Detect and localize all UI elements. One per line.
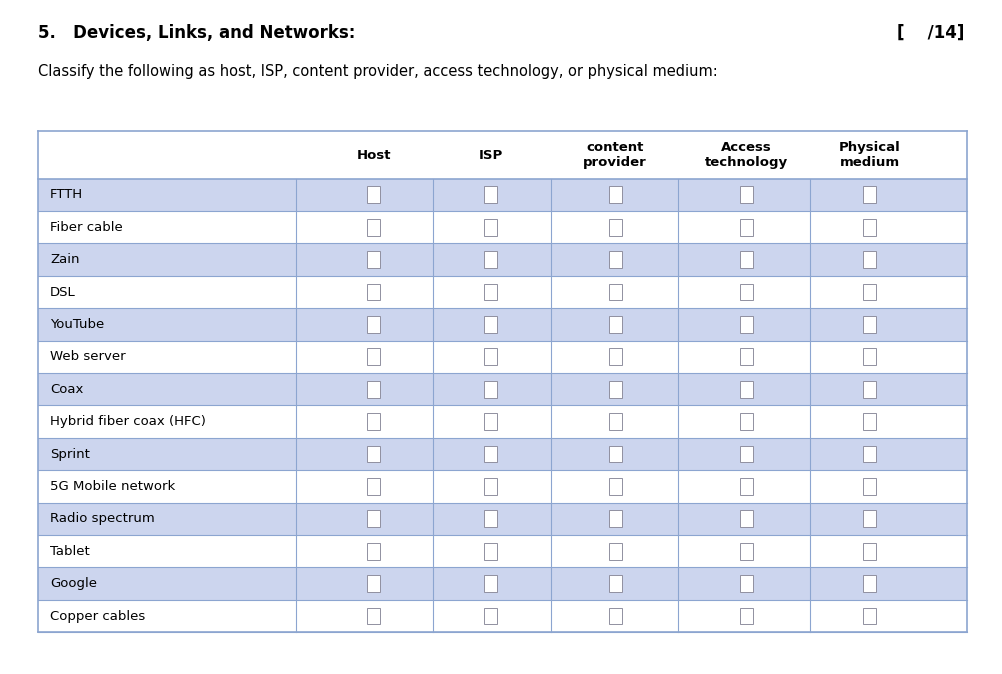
Bar [38, 503, 967, 535]
Bar [608, 478, 621, 495]
Bar [608, 187, 621, 204]
Text: [    /14]: [ /14] [897, 24, 964, 42]
Bar [484, 575, 497, 592]
Bar [484, 187, 497, 204]
Bar [484, 607, 497, 624]
Text: Zain: Zain [50, 253, 79, 266]
Text: Access
technology: Access technology [705, 141, 788, 169]
Text: Web server: Web server [50, 350, 125, 363]
Bar [739, 381, 754, 398]
Bar [739, 219, 754, 236]
Bar [739, 348, 754, 365]
Bar [608, 510, 621, 527]
Text: content
provider: content provider [583, 141, 647, 169]
Bar [367, 607, 381, 624]
Bar [864, 316, 876, 333]
Bar [367, 316, 381, 333]
Bar [739, 284, 754, 301]
Bar [739, 446, 754, 462]
Text: DSL: DSL [50, 286, 76, 299]
Bar [739, 413, 754, 430]
Bar [608, 607, 621, 624]
Text: 5.   Devices, Links, and Networks:: 5. Devices, Links, and Networks: [38, 24, 356, 42]
Text: YouTube: YouTube [50, 318, 104, 331]
Bar [484, 251, 497, 268]
Text: ISP: ISP [479, 148, 503, 162]
Text: Coax: Coax [50, 383, 83, 396]
Bar [38, 179, 967, 211]
Bar [864, 381, 876, 398]
Bar [864, 284, 876, 301]
Bar [367, 478, 381, 495]
Bar [484, 316, 497, 333]
Bar [367, 219, 381, 236]
Bar [739, 575, 754, 592]
Text: Tablet: Tablet [50, 545, 90, 557]
Bar [38, 373, 967, 406]
Text: Copper cables: Copper cables [50, 609, 145, 623]
Text: Hybrid fiber coax (HFC): Hybrid fiber coax (HFC) [50, 415, 206, 428]
Bar [864, 478, 876, 495]
Text: Physical
medium: Physical medium [839, 141, 901, 169]
Bar [38, 308, 967, 340]
Text: 5G Mobile network: 5G Mobile network [50, 480, 175, 493]
Text: Sprint: Sprint [50, 448, 90, 460]
Bar [608, 543, 621, 559]
Bar [484, 413, 497, 430]
Bar [739, 478, 754, 495]
Bar [864, 543, 876, 559]
Bar [864, 187, 876, 204]
Bar [367, 413, 381, 430]
Bar [864, 575, 876, 592]
Bar [367, 187, 381, 204]
Bar [608, 219, 621, 236]
Bar [367, 348, 381, 365]
Text: Radio spectrum: Radio spectrum [50, 512, 155, 525]
Bar [608, 348, 621, 365]
Bar [739, 187, 754, 204]
Bar [367, 284, 381, 301]
Bar [864, 607, 876, 624]
Bar [484, 478, 497, 495]
Bar [739, 316, 754, 333]
Bar [608, 446, 621, 462]
Bar [38, 438, 967, 470]
Bar [864, 510, 876, 527]
Bar [739, 543, 754, 559]
Bar [38, 243, 967, 276]
Bar [38, 568, 967, 600]
Bar [739, 251, 754, 268]
Bar [864, 413, 876, 430]
Text: Host: Host [357, 148, 391, 162]
Bar [864, 348, 876, 365]
Bar [484, 510, 497, 527]
Text: Classify the following as host, ISP, content provider, access technology, or phy: Classify the following as host, ISP, con… [38, 64, 717, 79]
Bar [739, 510, 754, 527]
Bar [864, 251, 876, 268]
Bar [484, 219, 497, 236]
Bar [608, 413, 621, 430]
Bar [484, 381, 497, 398]
Bar [367, 543, 381, 559]
Bar [864, 219, 876, 236]
Bar [739, 607, 754, 624]
Text: FTTH: FTTH [50, 188, 83, 202]
Bar [608, 381, 621, 398]
Bar [864, 446, 876, 462]
Bar [367, 251, 381, 268]
Bar [608, 251, 621, 268]
Bar [484, 543, 497, 559]
Bar [367, 575, 381, 592]
Text: Google: Google [50, 577, 97, 590]
Bar [367, 381, 381, 398]
Bar [484, 348, 497, 365]
Bar [608, 284, 621, 301]
Bar [367, 446, 381, 462]
Bar [608, 316, 621, 333]
Bar [367, 510, 381, 527]
Bar [484, 446, 497, 462]
Bar [608, 575, 621, 592]
Text: Fiber cable: Fiber cable [50, 220, 123, 234]
Bar [484, 284, 497, 301]
